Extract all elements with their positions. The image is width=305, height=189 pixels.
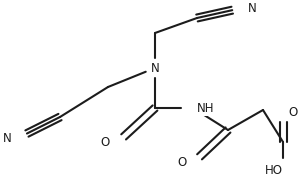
Text: N: N	[248, 2, 257, 15]
Text: O: O	[288, 106, 297, 119]
Text: O: O	[101, 136, 110, 149]
Text: HO: HO	[265, 163, 283, 177]
Text: NH: NH	[197, 101, 214, 115]
Text: N: N	[151, 61, 160, 74]
Text: O: O	[178, 156, 187, 170]
Text: N: N	[3, 132, 12, 145]
